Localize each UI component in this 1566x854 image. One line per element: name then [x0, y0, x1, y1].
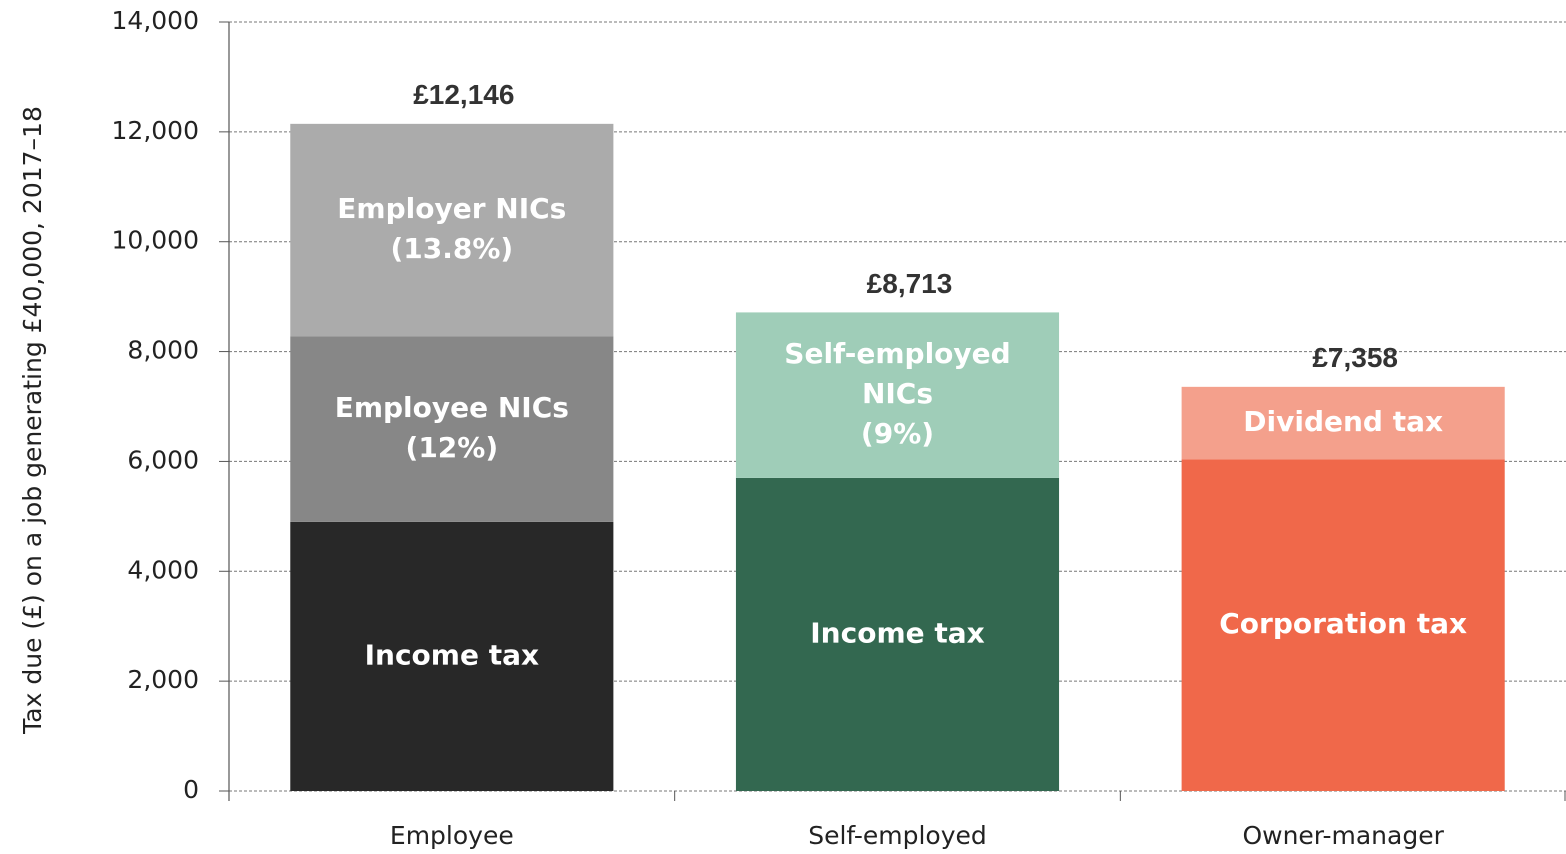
- y-tick-label: 10,000: [112, 226, 199, 255]
- y-tick-label: 14,000: [112, 6, 199, 35]
- segment-label: Income tax: [810, 616, 984, 649]
- y-tick-label: 2,000: [127, 665, 199, 694]
- y-tick-label: 12,000: [112, 116, 199, 145]
- bar-segment: [290, 336, 614, 522]
- total-label: £12,146: [413, 79, 514, 110]
- bar-segment: [735, 477, 1060, 791]
- segment-label: Income tax: [365, 638, 539, 671]
- bar-segment: [290, 123, 614, 337]
- y-tick-label: 6,000: [127, 445, 199, 474]
- segment-label: (13.8%): [390, 232, 513, 265]
- segment-label: (9%): [861, 417, 934, 450]
- y-tick-label: 4,000: [127, 555, 199, 584]
- x-tick-label: Employee: [390, 821, 514, 850]
- y-tick-label: 8,000: [127, 336, 199, 365]
- bar-segment: [290, 521, 614, 791]
- bar-segment: [1181, 459, 1505, 791]
- segment-label: Corporation tax: [1219, 607, 1467, 640]
- segment-label: NICs: [862, 377, 933, 410]
- x-tick-label: Self-employed: [808, 821, 987, 850]
- bar-segment: [1181, 386, 1505, 460]
- y-tick-label: 0: [183, 775, 199, 804]
- bar-segment: [735, 312, 1060, 478]
- segment-label: Employee NICs: [335, 391, 569, 424]
- y-axis-label: Tax due (£) on a job generating £40,000,…: [18, 106, 47, 735]
- segment-label: (12%): [406, 431, 499, 464]
- segment-label: Employer NICs: [337, 192, 566, 225]
- total-label: £8,713: [867, 268, 953, 299]
- total-label: £7,358: [1312, 342, 1398, 373]
- segment-label: Dividend tax: [1243, 405, 1443, 438]
- segment-label: Self-employed: [784, 337, 1010, 370]
- x-tick-label: Owner-manager: [1242, 821, 1444, 850]
